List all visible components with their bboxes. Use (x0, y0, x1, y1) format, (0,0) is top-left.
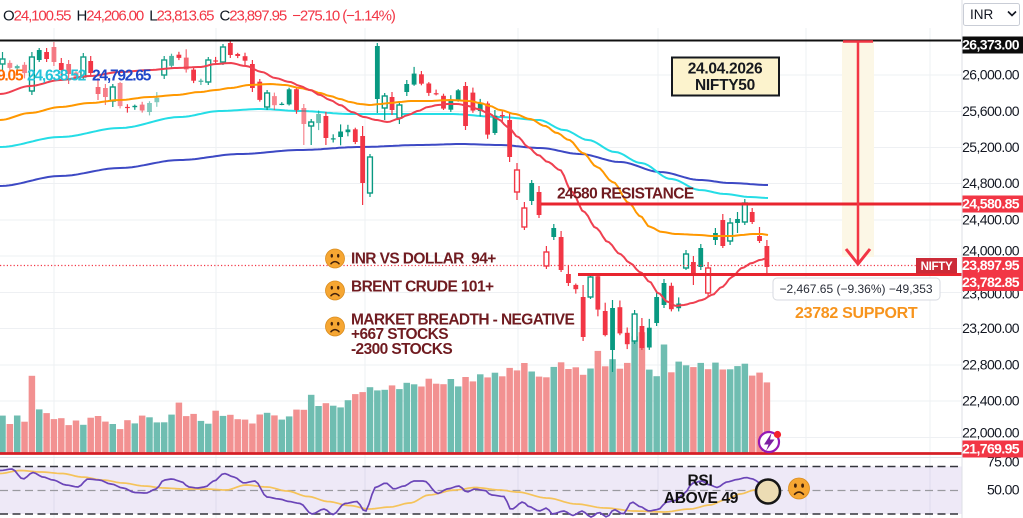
svg-text:75.00: 75.00 (987, 454, 1020, 470)
svg-text:O24,100.55 H24,206.00 L23,81: O24,100.55 H24,206.00 L23,813.65 C23,897… (3, 8, 396, 25)
svg-text:24,000.00: 24,000.00 (962, 243, 1020, 259)
svg-text:22,800.00: 22,800.00 (962, 357, 1020, 373)
svg-text:NIFTY50: NIFTY50 (695, 77, 755, 94)
svg-text:BRENT CRUDE 101+: BRENT CRUDE 101+ (351, 279, 494, 296)
svg-text:INR: INR (970, 7, 994, 22)
svg-text:24,580.85: 24,580.85 (962, 196, 1020, 212)
svg-text:-2300 STOCKS: -2300 STOCKS (351, 341, 452, 358)
svg-text:24.04.2026: 24.04.2026 (688, 61, 763, 78)
svg-text:25,600.00: 25,600.00 (962, 103, 1020, 119)
svg-text:24,792.65: 24,792.65 (92, 68, 152, 85)
svg-text:23,782.85: 23,782.85 (962, 274, 1020, 290)
svg-text:21,769.95: 21,769.95 (962, 441, 1020, 457)
svg-text:50.00: 50.00 (987, 482, 1020, 498)
svg-text:−2,467.65 (−9.36%) −49,353: −2,467.65 (−9.36%) −49,353 (779, 282, 932, 296)
svg-text:23782 SUPPORT: 23782 SUPPORT (795, 305, 918, 322)
svg-text:+667 STOCKS: +667 STOCKS (351, 326, 448, 343)
svg-text:24,800.00: 24,800.00 (962, 175, 1020, 191)
svg-text:26,000.00: 26,000.00 (962, 67, 1020, 83)
svg-text:24580 RESISTANCE: 24580 RESISTANCE (557, 186, 694, 203)
svg-text:23,200.00: 23,200.00 (962, 320, 1020, 336)
svg-text:NIFTY: NIFTY (921, 261, 953, 273)
svg-text:ABOVE 49: ABOVE 49 (664, 490, 739, 507)
svg-text:25,200.00: 25,200.00 (962, 139, 1020, 155)
svg-text:MARKET BREADTH - NEGATIVE: MARKET BREADTH - NEGATIVE (351, 312, 574, 329)
svg-text:26,373.00: 26,373.00 (962, 37, 1020, 53)
svg-text:23,897.95: 23,897.95 (962, 257, 1020, 273)
svg-text:22,400.00: 22,400.00 (962, 393, 1020, 409)
svg-text:RSI: RSI (688, 473, 713, 490)
svg-text:24,400.00: 24,400.00 (962, 212, 1020, 228)
svg-text:9.05: 9.05 (0, 68, 24, 85)
svg-text:22,000.00: 22,000.00 (962, 425, 1020, 441)
svg-text:24,638.52: 24,638.52 (27, 68, 86, 85)
svg-text:INR VS DOLLAR 94+: INR VS DOLLAR 94+ (351, 251, 496, 268)
